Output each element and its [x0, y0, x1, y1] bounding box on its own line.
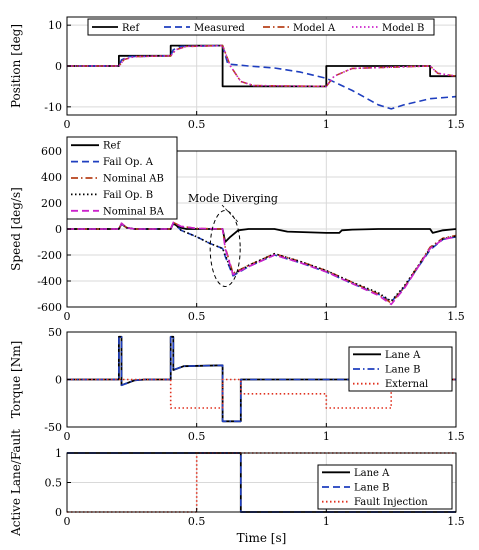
legend-box [66, 136, 178, 220]
y-tick-label: 1 [55, 447, 62, 460]
legend-label: Lane A [354, 468, 390, 479]
x-tick-label: 0 [64, 515, 71, 528]
x-tick-label: 0 [64, 310, 71, 323]
y-tick-label: -600 [37, 301, 62, 314]
legend-label: Model B [382, 23, 424, 34]
y-tick-label: -50 [44, 421, 62, 434]
series-line-model-b [67, 44, 457, 88]
y-tick-label: 200 [41, 197, 62, 210]
x-tick-label: 0.5 [188, 310, 206, 323]
legend: Ref Measured Model A Model B [87, 18, 435, 36]
legend-label: Model A [293, 23, 336, 34]
legend: Lane A Lane B External [348, 346, 453, 392]
x-tick-label: 1 [323, 515, 330, 528]
y-tick-label: 400 [41, 171, 62, 184]
annotation-ellipse [209, 210, 241, 287]
panel-2: 0 0.5 1 1.5 600 400 200 0 -200 -400 -600 Speed [deg… [9, 136, 465, 323]
series-line-nominal-ab [67, 221, 457, 304]
y-tick-label: 0 [55, 60, 62, 73]
y-tick-label: 0.5 [45, 477, 63, 490]
x-tick-label: 0.5 [188, 118, 206, 131]
series-line-lane-b [67, 335, 456, 423]
x-tick-label: 1 [323, 430, 330, 443]
y-axis-label: Active Lane/Fault [9, 429, 23, 537]
y-tick-label: 10 [48, 19, 62, 32]
series-line-ref [67, 44, 456, 88]
legend-label: Ref [103, 141, 121, 152]
y-tick-label: 0 [55, 506, 62, 519]
x-tick-label: 1.5 [447, 118, 465, 131]
series-line-measured [67, 44, 457, 110]
panel-4: 0 0.5 1 1.5 1 0.5 0 Active Lane/Fault Time [s] La… [9, 429, 465, 545]
legend-label: Fault Injection [354, 497, 428, 508]
y-tick-label: -10 [44, 101, 62, 114]
legend-label: External [385, 379, 428, 390]
x-tick-label: 1.5 [447, 430, 465, 443]
x-tick-label: 1.5 [447, 310, 465, 323]
x-axis-label: Time [s] [237, 531, 287, 545]
y-axis-label: Speed [deg/s] [9, 187, 23, 271]
y-tick-label: 600 [41, 145, 62, 158]
x-tick-label: 0 [64, 430, 71, 443]
annotation-leader [221, 204, 239, 223]
y-axis-label: Position [deg] [9, 24, 23, 108]
y-tick-label: -200 [37, 249, 62, 262]
legend-label: Measured [194, 23, 245, 34]
x-tick-label: 0.5 [188, 515, 206, 528]
x-tick-label: 0 [64, 118, 71, 131]
x-tick-label: 1.5 [447, 515, 465, 528]
y-tick-label: 0 [55, 223, 62, 236]
y-tick-label: -400 [37, 275, 62, 288]
legend-label: Nominal BA [103, 206, 165, 217]
y-axis-label: Torque [Nm] [9, 341, 23, 419]
series-line-fail-op-a [67, 222, 457, 303]
legend-label: Lane B [385, 365, 421, 376]
x-tick-label: 1 [323, 310, 330, 323]
y-tick-label: 0 [55, 374, 62, 387]
y-tick-label: 50 [48, 326, 62, 339]
legend-label: Ref [122, 23, 140, 34]
series-line-lane-b [67, 452, 456, 513]
legend: Lane A Lane B Fault Injection [317, 464, 453, 510]
legend-label: Lane B [354, 483, 390, 494]
x-tick-label: 1 [323, 118, 330, 131]
legend-label: Fail Op. B [103, 190, 153, 201]
legend-box [87, 18, 435, 36]
series-line-fail-op-b [67, 222, 457, 302]
legend-label: Fail Op. A [103, 157, 154, 168]
x-tick-label: 0.5 [188, 430, 206, 443]
legend-label: Lane A [385, 350, 421, 361]
legend-label: Nominal AB [103, 174, 164, 185]
legend: Ref Fail Op. A Nominal AB Fail Op. B Nominal… [66, 136, 178, 220]
series-line-nominal-ba [67, 221, 457, 306]
annotation-mode-diverging: Mode Diverging [188, 192, 278, 205]
